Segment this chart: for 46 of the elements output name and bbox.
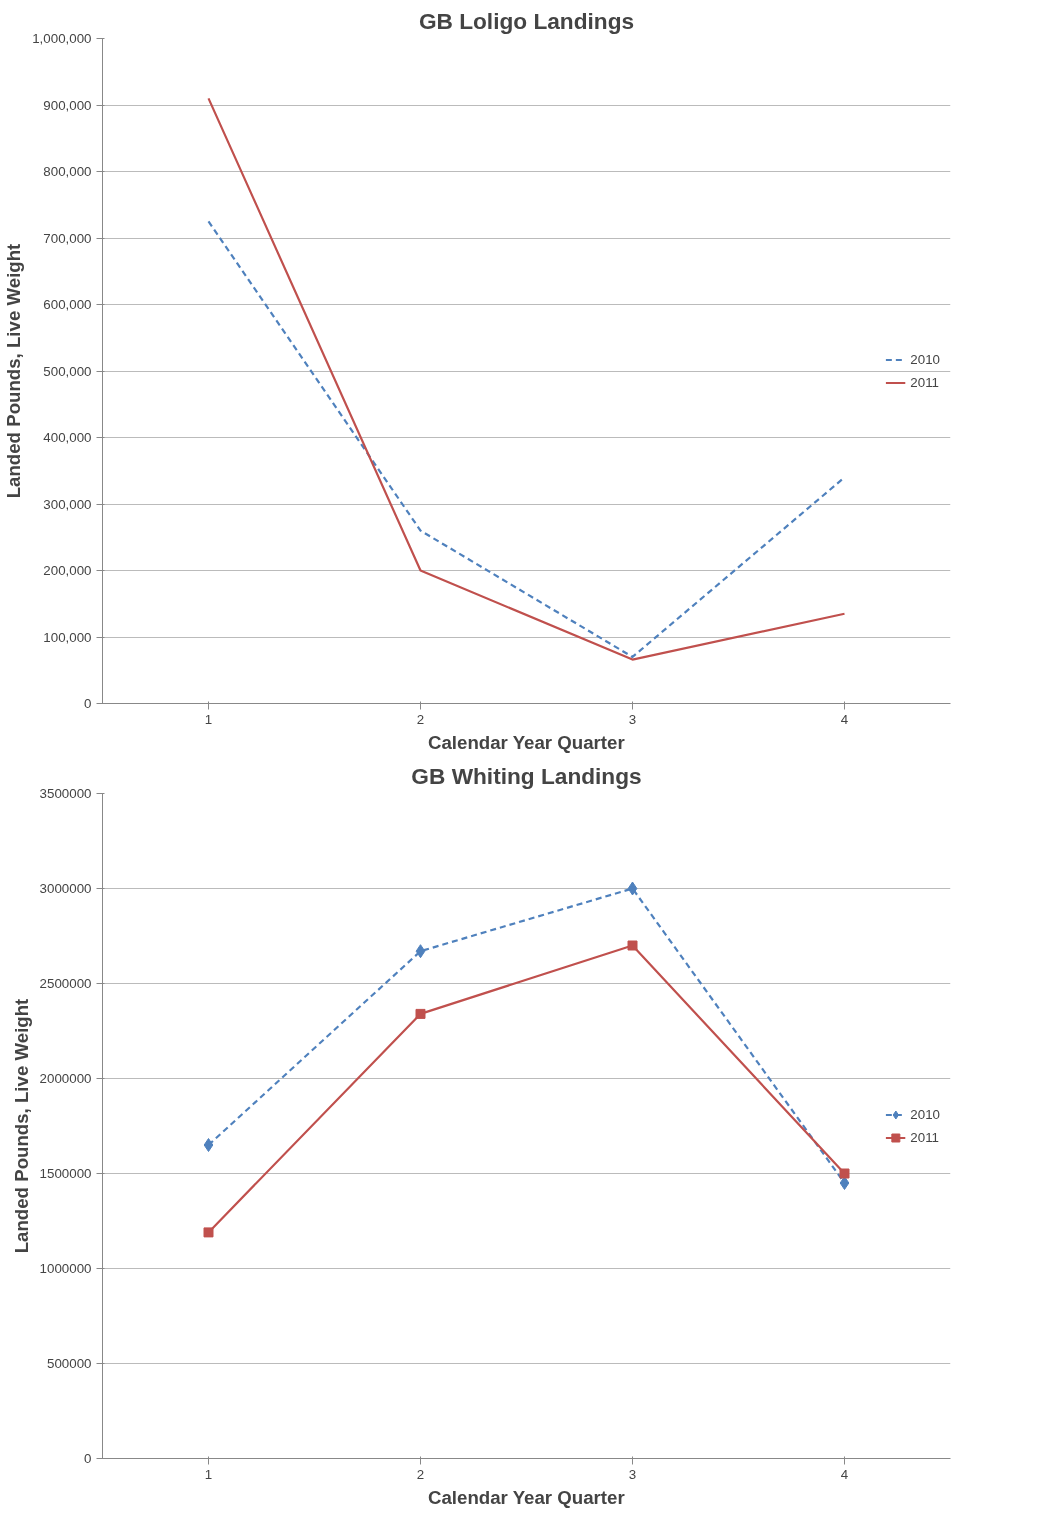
y-tick-label: 2000000 [39,1071,92,1086]
y-tick-label: 1,000,000 [32,31,92,46]
y-tick-label: 2500000 [39,976,92,991]
x-tick-label: 2 [416,711,425,727]
y-tick-label: 600,000 [43,297,92,312]
point [203,1227,214,1238]
x-tick-label: 3 [628,711,637,727]
y-tick-label: 900,000 [43,97,92,113]
y-tick-label: 1000000 [39,1261,92,1276]
chart-title: GB Whiting Landings [411,762,642,789]
point [627,881,638,896]
y-tick-label: 500,000 [43,363,92,379]
point [415,1008,426,1019]
y-tick-label: 0 [84,696,92,711]
y-tick-label: 400,000 [43,430,92,445]
point [839,1168,850,1179]
y-tick-label: 200,000 [43,563,92,578]
x-axis-title: Calendar Year Quarter [427,1486,625,1508]
point [627,940,638,951]
y-tick-label: 0 [84,1451,92,1466]
line-series [207,97,846,661]
x-tick-label: 1 [204,711,213,727]
x-tick-label: 1 [204,1466,213,1482]
y-tick-label: 300,000 [43,496,92,512]
y-tick-label: 1500000 [39,1166,92,1181]
x-tick-label: 2 [416,1466,425,1482]
legend-label: 2011 [910,374,940,390]
legend-label: 2010 [910,351,940,367]
y-tick-label: 3000000 [39,881,92,896]
y-tick-label: 800,000 [43,164,92,179]
legend-label: 2011 [910,1129,940,1145]
y-tick-label: 500000 [47,1356,92,1371]
point [203,1138,214,1152]
y-tick-label: 100,000 [43,629,92,645]
y-tick-label: 700,000 [43,230,92,246]
x-tick-label: 4 [840,711,849,727]
x-tick-label: 3 [628,1466,637,1482]
chart-title: GB Loligo Landings [418,7,635,34]
point [839,1176,850,1190]
x-axis-title: Calendar Year Quarter [427,731,625,753]
y-axis-title: Landed Pounds, Live Weight [3,243,25,499]
x-tick-label: 4 [840,1466,849,1482]
y-tick-label: 3500000 [39,786,92,801]
legend-label: 2010 [910,1106,940,1122]
point [415,944,426,959]
y-axis-title: Landed Pounds, Live Weight [10,998,32,1254]
